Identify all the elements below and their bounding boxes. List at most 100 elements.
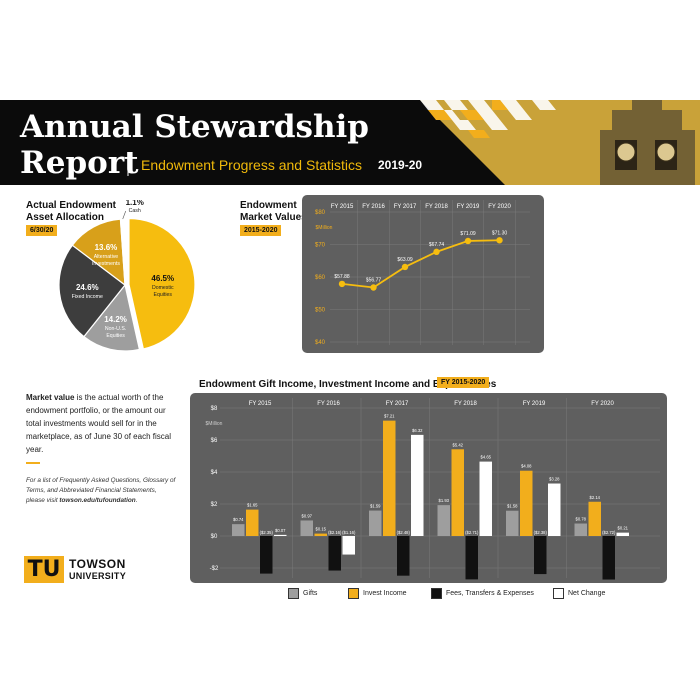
bar-net-change — [548, 483, 561, 536]
bar-gifts — [506, 510, 519, 536]
bar-y-tick-label: $0 — [211, 534, 218, 540]
foundation-link[interactable]: towson.edu/tufoundation — [59, 497, 136, 504]
pie-slice-alternative-investments — [71, 218, 126, 287]
bar-data-label-net-change: $3.28 — [549, 477, 560, 482]
bar-data-label-net-change: $4.65 — [481, 455, 492, 460]
bar-y-tick-label: $6 — [211, 438, 218, 444]
bar-data-label-gifts: $0.78 — [576, 517, 587, 522]
pie-category-label-alternative-investments: Investments — [92, 261, 120, 267]
bar-chart-legend: Gifts Invest Income Fees, Transfers & Expe… — [288, 588, 668, 600]
line-y-tick-label: $60 — [315, 275, 326, 281]
bar-gifts — [300, 520, 313, 536]
bar-gifts — [437, 505, 450, 536]
logo-line1: TOWSON — [69, 557, 126, 571]
bar-gifts — [369, 510, 382, 536]
pie-category-label-domestic-equities: Equities — [154, 292, 173, 298]
bar-data-label-invest-income: $5.42 — [453, 442, 464, 447]
bar-data-label-fees-transfers-expenses: ($2.48) — [397, 530, 411, 535]
line-y-tick-label: $80 — [315, 210, 326, 216]
legend-swatch — [348, 588, 359, 599]
pie-category-label-alternative-investments: Alternative — [94, 254, 119, 260]
market-value-note: Market value is the actual worth of the … — [26, 391, 176, 456]
bar-data-label-fees-transfers-expenses: ($2.72) — [602, 530, 616, 535]
bar-data-label-invest-income: $0.15 — [316, 527, 327, 532]
bar-net-change — [411, 434, 424, 536]
bar-net-change — [616, 532, 629, 536]
market-values-title: Endowment Market Values — [240, 200, 307, 224]
market-value-data-label: $71.09 — [460, 231, 476, 237]
market-values-line-chart: $80 $70 $60 $50 $40 $Million FY 2015 FY 2016 FY … — [302, 195, 544, 353]
bar-net-change — [479, 461, 492, 536]
gift-income-range-badge: FY 2015-2020 — [437, 377, 490, 388]
pie-slice-cash — [119, 218, 126, 286]
pie-category-label-fixed-income: Fixed Income — [72, 294, 103, 300]
tu-logo-mark: TU — [24, 556, 64, 583]
market-value-point — [433, 248, 440, 256]
bar-invest-income — [246, 509, 259, 536]
pie-pct-label-non-u-s-equities: 14.2% — [104, 315, 127, 324]
bar-data-label-gifts: $0.74 — [233, 517, 244, 522]
bar-x-tick-label: FY 2019 — [523, 401, 546, 407]
market-value-point — [338, 280, 346, 288]
cash-callout-line — [122, 210, 127, 220]
line-x-tick-label: FY 2018 — [425, 204, 448, 210]
bar-x-tick-label: FY 2016 — [317, 401, 340, 407]
bar-data-label-net-change: ($1.16) — [342, 530, 356, 535]
bar-net-change — [274, 534, 287, 536]
bar-x-tick-label: FY 2015 — [249, 401, 272, 407]
pie-category-label-cash: Cash — [129, 208, 141, 214]
clock-tower-image — [600, 100, 695, 185]
bar-gifts — [232, 524, 245, 536]
legend-item-net-change: Net Change — [553, 588, 605, 599]
pie-slice-fixed-income — [58, 244, 126, 338]
bar-data-label-gifts: $1.59 — [370, 504, 381, 509]
gift-income-title: Endowment Gift Income, Investment Income… — [199, 379, 497, 390]
legend-label: Gifts — [303, 590, 318, 598]
legend-swatch — [288, 588, 299, 599]
line-y-tick-label: $70 — [315, 243, 326, 249]
asset-allocation-title-line1: Actual Endowment — [26, 200, 117, 211]
asset-allocation-title-line2: Asset Allocation — [26, 212, 104, 223]
header-banner — [0, 100, 700, 185]
gift-income-bar-chart: $8 $6 $4 $2 $0 -$2 $Million FY 2015 $0.74 $1.65 ($… — [190, 393, 667, 583]
legend-swatch — [553, 588, 564, 599]
market-value-point — [464, 237, 472, 245]
bar-data-label-gifts: $1.93 — [439, 498, 450, 503]
bar-y-tick-label: -$2 — [210, 566, 219, 572]
market-values-title-line1: Endowment — [240, 200, 297, 211]
legend-swatch — [431, 588, 442, 599]
market-value-data-label: $57.88 — [334, 274, 350, 280]
bar-invest-income — [314, 533, 327, 536]
line-x-tick-label: FY 2015 — [331, 204, 354, 210]
bar-fees-transfers-expenses — [602, 536, 615, 580]
asset-allocation-date-badge: 6/30/20 — [26, 225, 58, 236]
market-value-line — [341, 239, 500, 289]
pie-pct-label-domestic-equities: 46.5% — [151, 274, 174, 283]
bar-y-tick-label: $4 — [211, 470, 218, 476]
faq-note-text: For a list of Frequently Asked Questions… — [26, 477, 176, 504]
bar-data-label-invest-income: $7.21 — [384, 414, 395, 419]
market-value-note-text: is the actual worth of the endowment por… — [26, 393, 171, 454]
pie-pct-label-alternative-investments: 13.6% — [95, 243, 118, 252]
asset-allocation-title: Actual Endowment Asset Allocation — [26, 200, 116, 224]
bar-data-label-fees-transfers-expenses: ($2.38) — [534, 530, 548, 535]
pie-pct-label-cash: 1.1% — [126, 200, 144, 207]
bar-data-label-gifts: $1.58 — [507, 504, 518, 509]
bar-x-tick-label: FY 2020 — [591, 401, 614, 407]
bar-data-label-fees-transfers-expenses: ($2.16) — [328, 530, 342, 535]
pie-category-label-non-u-s-equities: Equities — [106, 333, 125, 339]
market-value-point — [370, 284, 377, 291]
bar-fees-transfers-expenses — [465, 536, 478, 580]
market-value-point — [496, 237, 503, 244]
bar-x-tick-label: FY 2018 — [454, 401, 477, 407]
legend-label: Invest Income — [363, 590, 407, 598]
line-y-tick-label: $40 — [315, 340, 326, 346]
report-title-line2: Report — [20, 145, 139, 181]
bar-fees-transfers-expenses — [534, 536, 547, 575]
bar-y-tick-label: $2 — [211, 502, 218, 508]
bar-fees-transfers-expenses — [260, 536, 273, 574]
bar-gifts — [574, 523, 587, 536]
bar-fees-transfers-expenses — [397, 536, 410, 576]
line-y-axis-label: $Million — [316, 225, 333, 231]
faq-note-end: . — [135, 497, 138, 504]
